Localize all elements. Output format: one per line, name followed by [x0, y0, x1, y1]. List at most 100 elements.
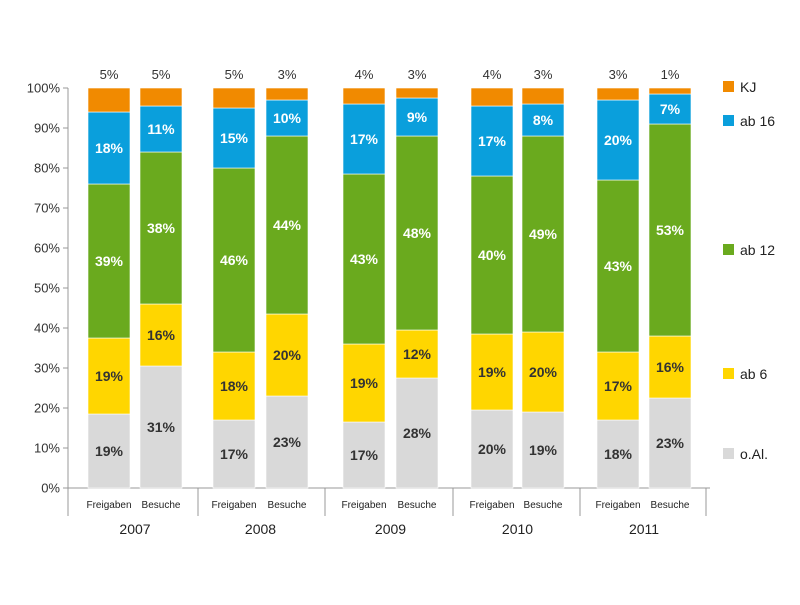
y-tick-label: 30%	[34, 361, 60, 376]
bar-segment-o-al-	[212, 419, 256, 489]
bar-segment-ab-12	[342, 173, 386, 345]
data-label: 1%	[661, 67, 680, 82]
data-label: 4%	[355, 67, 374, 82]
legend-swatch	[723, 115, 734, 126]
data-label: 7%	[660, 101, 681, 117]
bar-segment-ab-12	[521, 135, 565, 333]
data-label: 49%	[529, 226, 558, 242]
y-tick-label: 50%	[34, 281, 60, 296]
data-label: 16%	[656, 359, 685, 375]
data-label: 39%	[95, 253, 124, 269]
legend-swatch	[723, 244, 734, 255]
data-label: 19%	[95, 443, 124, 459]
data-label: 17%	[604, 378, 633, 394]
data-label: 46%	[220, 252, 249, 268]
bar-segment-ab-6	[265, 313, 309, 397]
data-label: 15%	[220, 130, 249, 146]
bar-segment-ab-6	[212, 351, 256, 421]
y-tick-label: 10%	[34, 441, 60, 456]
data-label: 38%	[147, 220, 176, 236]
data-label: 3%	[278, 67, 297, 82]
data-label: 4%	[483, 67, 502, 82]
data-label: 3%	[534, 67, 553, 82]
bar-segment-ab-16	[342, 103, 386, 175]
data-label: 43%	[350, 251, 379, 267]
data-label: 3%	[408, 67, 427, 82]
data-label: 18%	[604, 446, 633, 462]
x-category-label: Freigaben	[341, 500, 386, 511]
legend-entry: ab 12	[740, 242, 775, 258]
data-label: 48%	[403, 225, 432, 241]
x-group-label: 2010	[502, 521, 533, 537]
data-label: 28%	[403, 425, 432, 441]
bar-segment-kj	[596, 87, 640, 101]
bar-segment-ab-12	[212, 167, 256, 353]
bar-segment-kj	[470, 87, 514, 107]
x-group-label: 2007	[119, 521, 150, 537]
x-category-label: Freigaben	[469, 500, 514, 511]
data-label: 20%	[273, 347, 302, 363]
data-label: 20%	[478, 441, 507, 457]
x-group-label: 2008	[245, 521, 276, 537]
data-label: 44%	[273, 217, 302, 233]
bar-segment-ab-6	[648, 335, 692, 399]
bar-segment-o-al-	[648, 397, 692, 489]
data-label: 20%	[604, 132, 633, 148]
data-label: 11%	[147, 121, 175, 137]
data-label: 20%	[529, 364, 558, 380]
bar-segment-o-al-	[342, 421, 386, 489]
y-tick-label: 90%	[34, 121, 60, 136]
y-tick-label: 20%	[34, 401, 60, 416]
x-category-label: Besuche	[142, 500, 181, 511]
data-label: 9%	[407, 109, 428, 125]
bar-segment-ab-6	[139, 303, 183, 367]
bar-segment-ab-6	[395, 329, 439, 379]
y-tick-label: 60%	[34, 241, 60, 256]
data-label: 5%	[100, 67, 119, 82]
data-label: 17%	[478, 133, 507, 149]
bar-segment-ab-16	[265, 99, 309, 137]
legend-swatch	[723, 368, 734, 379]
x-category-label: Besuche	[268, 500, 307, 511]
bar-segment-o-al-	[470, 409, 514, 489]
bar-segment-ab-6	[342, 343, 386, 423]
y-tick-label: 100%	[27, 81, 61, 96]
bar-segment-kj	[87, 87, 131, 113]
legend-swatch	[723, 81, 734, 92]
bar-segment-ab-16	[212, 107, 256, 169]
x-category-label: Besuche	[398, 500, 437, 511]
legend-entry: ab 16	[740, 113, 775, 129]
bar-segment-ab-6	[470, 333, 514, 411]
data-label: 19%	[350, 375, 379, 391]
data-label: 19%	[95, 368, 124, 384]
x-category-label: Freigaben	[595, 500, 640, 511]
bar-segment-o-al-	[139, 365, 183, 489]
x-category-label: Freigaben	[211, 500, 256, 511]
data-label: 8%	[533, 112, 554, 128]
bar-segment-ab-16	[470, 105, 514, 177]
y-tick-label: 40%	[34, 321, 60, 336]
data-label: 43%	[604, 258, 633, 274]
bar-segment-ab-12	[470, 175, 514, 335]
bar-segment-kj	[648, 87, 692, 95]
bar-segment-kj	[342, 87, 386, 105]
bar-segment-ab-16	[87, 111, 131, 185]
y-tick-label: 80%	[34, 161, 60, 176]
data-label: 10%	[273, 110, 302, 126]
bar-segment-kj	[265, 87, 309, 101]
data-label: 31%	[147, 419, 176, 435]
data-label: 19%	[478, 364, 507, 380]
data-label: 23%	[656, 435, 685, 451]
bar-segment-ab-16	[648, 93, 692, 125]
bar-segment-o-al-	[265, 395, 309, 489]
data-label: 3%	[609, 67, 628, 82]
data-label: 16%	[147, 327, 176, 343]
legend-entry: o.Al.	[740, 446, 768, 462]
y-tick-label: 0%	[41, 481, 60, 496]
data-label: 12%	[403, 346, 432, 362]
bar-segment-ab-6	[87, 337, 131, 415]
data-label: 17%	[220, 446, 249, 462]
legend-entry: KJ	[740, 79, 756, 95]
